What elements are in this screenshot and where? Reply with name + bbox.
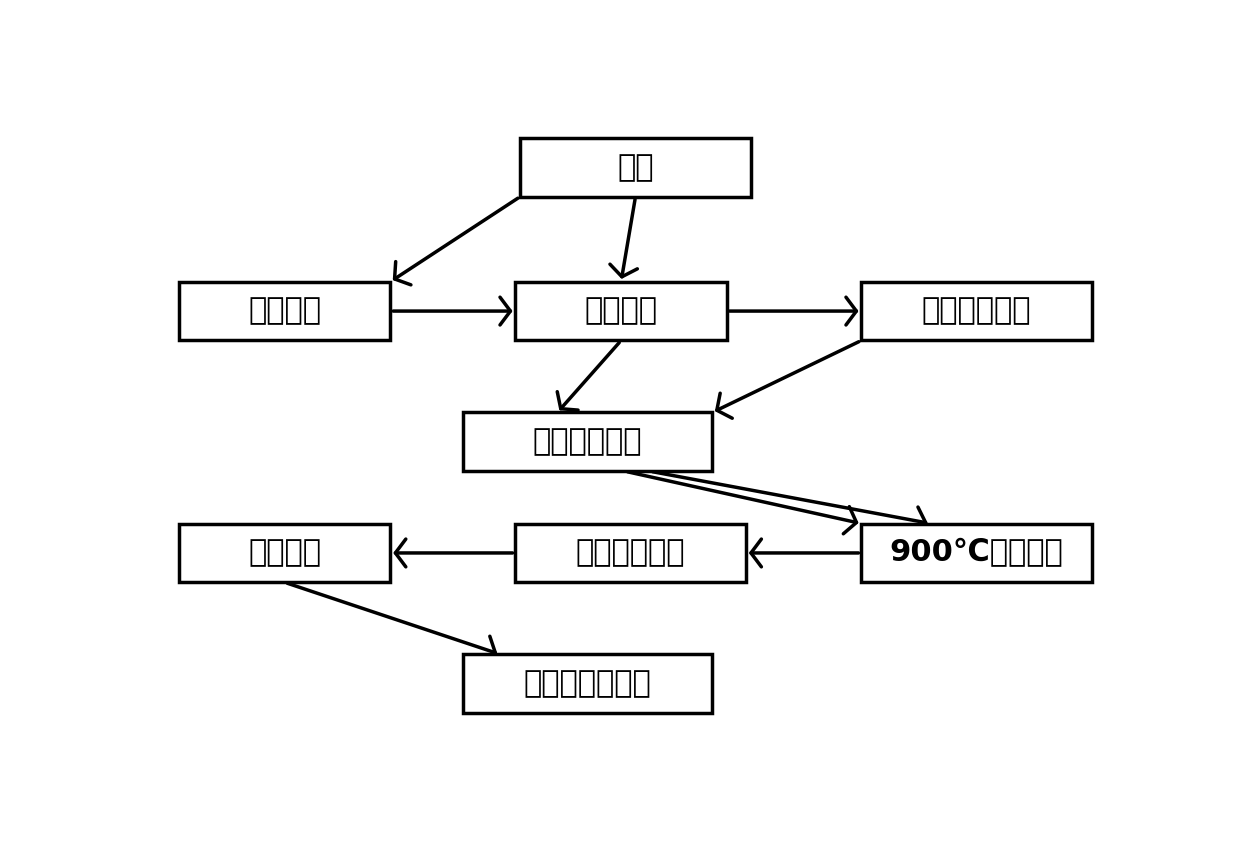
Text: 表面处理: 表面处理 bbox=[248, 296, 321, 325]
FancyBboxPatch shape bbox=[521, 138, 751, 197]
FancyBboxPatch shape bbox=[862, 524, 1092, 582]
Text: 900℃淬火处理: 900℃淬火处理 bbox=[890, 538, 1064, 567]
FancyBboxPatch shape bbox=[516, 282, 727, 340]
Text: 酒精清洗: 酒精清洗 bbox=[584, 296, 657, 325]
Text: 高温回火处理: 高温回火处理 bbox=[575, 538, 686, 567]
FancyBboxPatch shape bbox=[516, 524, 746, 582]
Text: 控温槽轧: 控温槽轧 bbox=[248, 538, 321, 567]
FancyBboxPatch shape bbox=[179, 524, 391, 582]
Text: 碳钢: 碳钢 bbox=[618, 153, 653, 182]
FancyBboxPatch shape bbox=[179, 282, 391, 340]
Text: 不锈钢复合钢筋: 不锈钢复合钢筋 bbox=[523, 669, 651, 698]
FancyBboxPatch shape bbox=[862, 282, 1092, 340]
FancyBboxPatch shape bbox=[463, 655, 713, 713]
Text: 不锈钢复合棒: 不锈钢复合棒 bbox=[533, 427, 642, 456]
Text: 电弧增材制造: 电弧增材制造 bbox=[921, 296, 1032, 325]
FancyBboxPatch shape bbox=[463, 413, 713, 471]
